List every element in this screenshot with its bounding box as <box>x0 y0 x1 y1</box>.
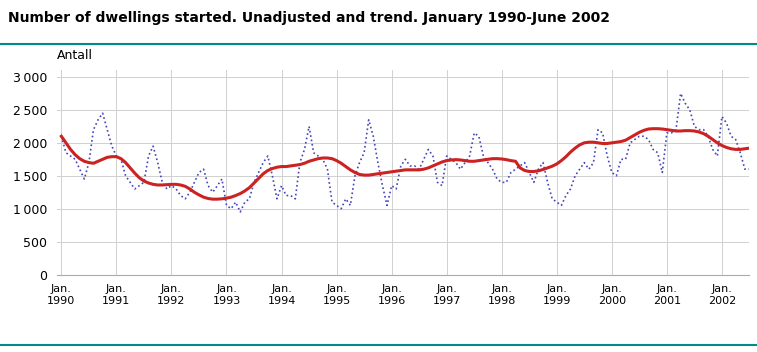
Text: Antall: Antall <box>57 49 93 62</box>
Text: Number of dwellings started. Unadjusted and trend. January 1990-June 2002: Number of dwellings started. Unadjusted … <box>8 11 609 25</box>
